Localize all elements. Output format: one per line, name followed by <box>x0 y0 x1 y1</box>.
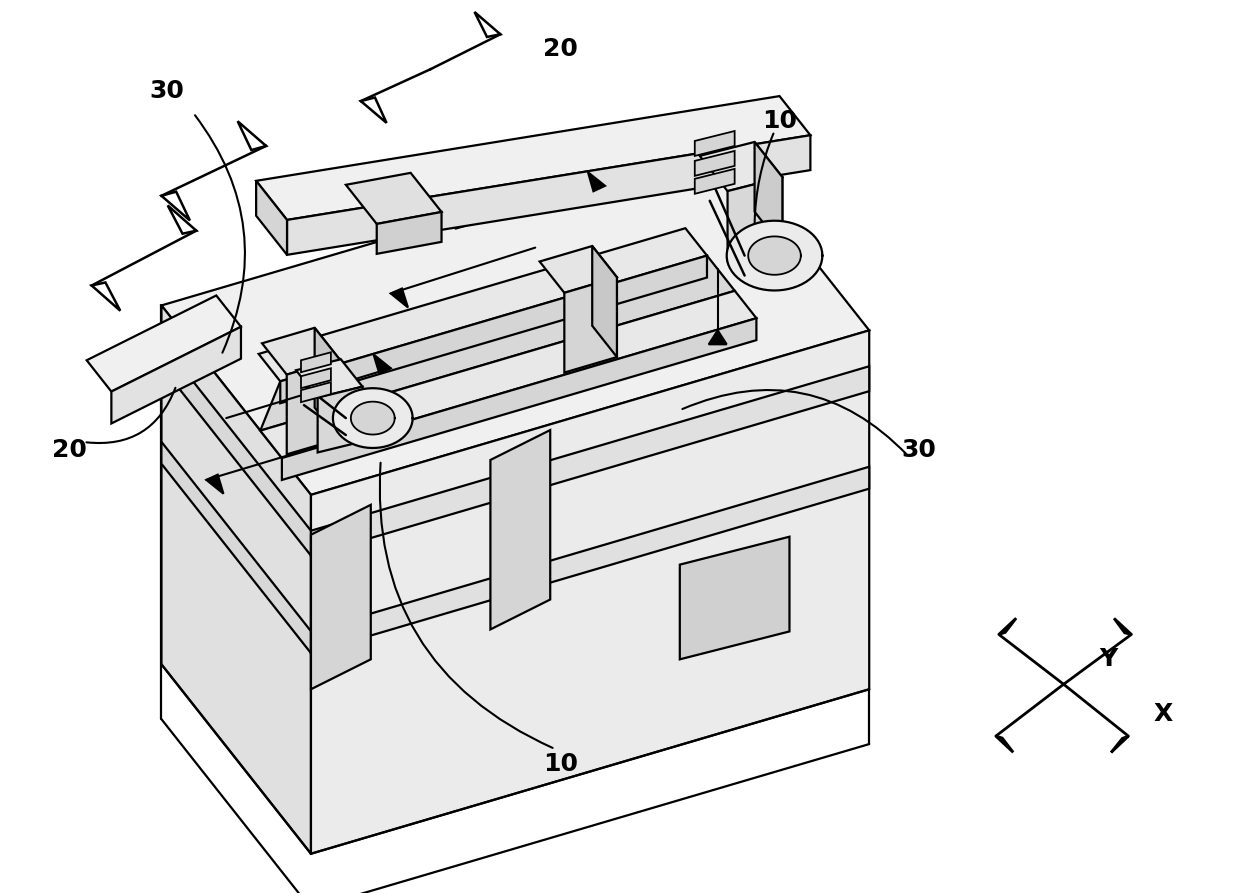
Polygon shape <box>286 135 811 255</box>
Polygon shape <box>257 96 811 220</box>
Polygon shape <box>1111 736 1128 753</box>
Polygon shape <box>301 383 331 402</box>
Polygon shape <box>539 246 618 293</box>
Polygon shape <box>311 331 869 854</box>
Polygon shape <box>281 318 756 480</box>
Polygon shape <box>996 736 1013 753</box>
Polygon shape <box>373 354 391 374</box>
Text: 20: 20 <box>52 438 87 462</box>
Polygon shape <box>727 221 822 291</box>
Polygon shape <box>92 283 120 311</box>
Polygon shape <box>260 256 735 431</box>
Polygon shape <box>311 505 371 689</box>
Polygon shape <box>206 475 223 493</box>
Polygon shape <box>311 467 869 654</box>
Polygon shape <box>334 388 413 448</box>
Polygon shape <box>262 328 340 375</box>
Polygon shape <box>259 228 707 382</box>
Polygon shape <box>161 191 190 221</box>
Text: 10: 10 <box>763 109 797 133</box>
Text: 30: 30 <box>901 438 936 462</box>
Polygon shape <box>694 169 734 194</box>
Polygon shape <box>1114 619 1131 635</box>
Text: 30: 30 <box>149 79 184 103</box>
Polygon shape <box>112 327 241 424</box>
Polygon shape <box>87 296 241 392</box>
Polygon shape <box>311 367 869 556</box>
Polygon shape <box>694 131 734 156</box>
Text: 20: 20 <box>543 38 578 62</box>
Polygon shape <box>280 256 707 403</box>
Polygon shape <box>161 442 311 654</box>
Polygon shape <box>260 291 756 458</box>
Polygon shape <box>564 277 618 373</box>
Polygon shape <box>167 206 196 233</box>
Polygon shape <box>998 618 1016 635</box>
Polygon shape <box>257 181 286 255</box>
Polygon shape <box>680 536 790 660</box>
Polygon shape <box>709 331 727 344</box>
Polygon shape <box>238 122 267 150</box>
Polygon shape <box>301 368 331 388</box>
Polygon shape <box>161 342 311 556</box>
Polygon shape <box>755 142 782 247</box>
Polygon shape <box>475 12 501 37</box>
Polygon shape <box>588 173 605 191</box>
Polygon shape <box>351 401 394 434</box>
Polygon shape <box>490 430 551 629</box>
Polygon shape <box>301 352 331 372</box>
Polygon shape <box>161 141 869 495</box>
Polygon shape <box>286 359 340 454</box>
Polygon shape <box>377 212 441 254</box>
Text: Y: Y <box>1100 647 1117 671</box>
Text: X: X <box>1153 702 1173 726</box>
Polygon shape <box>317 387 362 452</box>
Polygon shape <box>728 177 782 261</box>
Polygon shape <box>699 142 782 191</box>
Polygon shape <box>315 328 340 439</box>
Polygon shape <box>296 359 362 398</box>
Text: 10: 10 <box>543 752 578 776</box>
Polygon shape <box>361 97 387 122</box>
Polygon shape <box>593 246 618 357</box>
Polygon shape <box>694 151 734 176</box>
Polygon shape <box>161 306 311 854</box>
Polygon shape <box>391 289 408 308</box>
Polygon shape <box>748 236 801 274</box>
Polygon shape <box>346 173 441 224</box>
